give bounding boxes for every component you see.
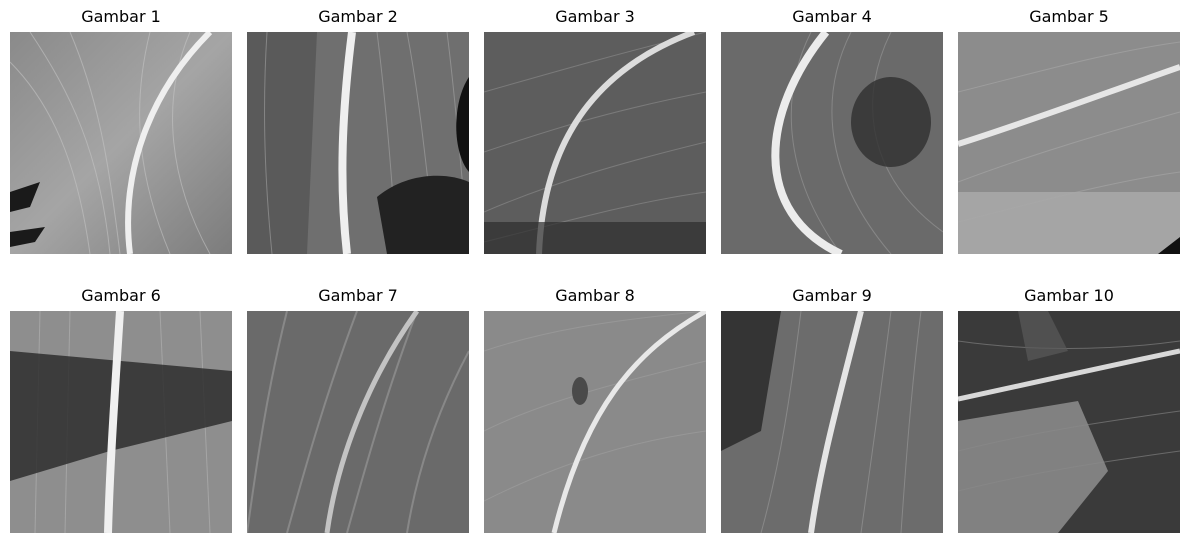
panel-title: Gambar 5 (1029, 7, 1109, 26)
panel-title: Gambar 2 (318, 7, 398, 26)
panel-title: Gambar 6 (81, 286, 161, 305)
leaf-image (10, 311, 232, 533)
panel-title: Gambar 8 (555, 286, 635, 305)
leaf-image (958, 311, 1180, 533)
leaf-image (721, 311, 943, 533)
leaf-image (484, 311, 706, 533)
leaf-image (721, 32, 943, 254)
panel-title: Gambar 9 (792, 286, 872, 305)
panel-title: Gambar 7 (318, 286, 398, 305)
panel-title: Gambar 4 (792, 7, 872, 26)
leaf-image (958, 32, 1180, 254)
leaf-image (484, 32, 706, 254)
panel-title: Gambar 1 (81, 7, 161, 26)
leaf-image (10, 32, 232, 254)
leaf-image (247, 311, 469, 533)
leaf-image (247, 32, 469, 254)
panel-title: Gambar 10 (1024, 286, 1114, 305)
panel-title: Gambar 3 (555, 7, 635, 26)
